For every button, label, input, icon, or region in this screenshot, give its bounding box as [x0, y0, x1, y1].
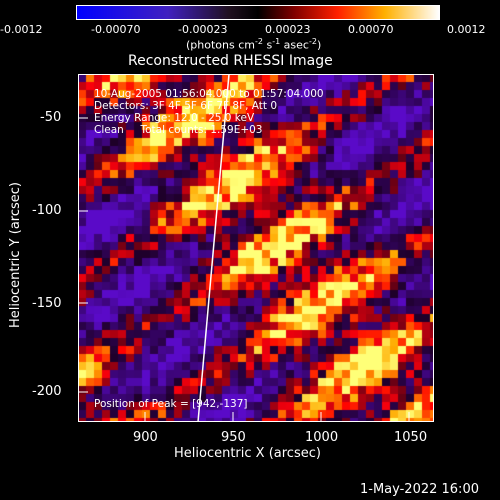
info-detectors: Detectors: 3F 4F 5F 6F 7F 8F, Att 0 [94, 100, 278, 112]
y-tick-label: -100 [32, 203, 62, 218]
x-tick-label: 950 [221, 430, 246, 445]
rhessi-image [78, 74, 434, 422]
colorbar-tick: 0.00070 [348, 23, 394, 36]
y-tick-label: -200 [32, 384, 62, 399]
info-counts: Clean Total counts: 1.59E+03 [94, 124, 263, 136]
peak-position: Position of Peak = [942,-137] [94, 398, 248, 410]
info-energy: Energy Range: 12.0 - 25.0 keV [94, 112, 255, 124]
colorbar-tick: 0.00023 [265, 23, 311, 36]
plot-frame [78, 74, 434, 422]
x-tick-label: 1000 [305, 430, 339, 445]
x-tick-label: 900 [133, 430, 158, 445]
x-tick-label: 1050 [394, 430, 428, 445]
y-axis-title: Heliocentric Y (arcsec) [8, 182, 23, 328]
colorbar [76, 5, 440, 20]
y-tick-label: -50 [40, 110, 62, 125]
colorbar-tick: -0.00023 [178, 23, 228, 36]
colorbar-tick: -0.00070 [91, 23, 141, 36]
colorbar-tick: -0.0012 [0, 23, 43, 36]
colorbar-units: (photons cm-2 s-1 asec-2) [186, 37, 322, 52]
y-tick-label: -150 [32, 296, 62, 311]
footer-date: 1-May-2022 16:00 [360, 482, 479, 497]
solar-limb-line [197, 74, 230, 422]
info-times: 10-Aug-2005 01:56:04.000 to 01:57:04.000 [94, 88, 324, 100]
image-title: Reconstructed RHESSI Image [128, 53, 333, 69]
colorbar-tick: 0.0012 [447, 23, 486, 36]
x-axis-title: Heliocentric X (arcsec) [174, 446, 321, 461]
